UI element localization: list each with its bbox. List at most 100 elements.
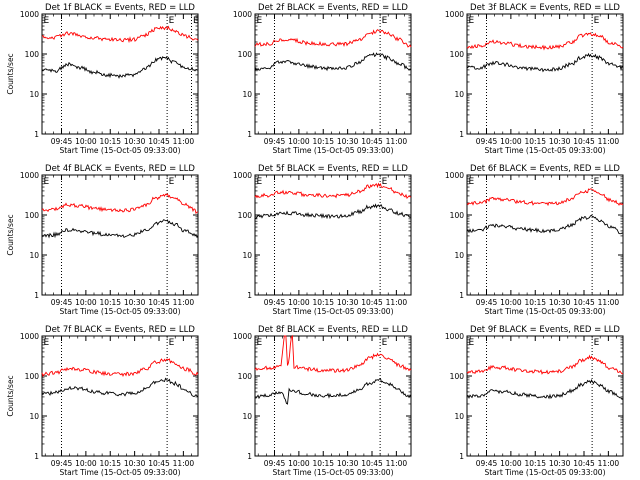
x-tick-label: 10:45 [361, 137, 383, 146]
x-tick-label: 10:00 [288, 459, 310, 468]
series-line-events [254, 203, 412, 220]
y-axis-label: Counts/sec [6, 214, 15, 255]
series-line-lld [254, 29, 412, 48]
plot-frame [41, 13, 199, 135]
x-tick-label: 09:45 [264, 298, 286, 307]
y-tick-label: 1000 [445, 10, 464, 19]
x-tick-label: 10:30 [124, 298, 146, 307]
y-tick-label: 1000 [233, 171, 252, 180]
y-tick-label: 1 [247, 291, 252, 300]
plot-frame [254, 174, 412, 296]
y-tick-label: 1000 [20, 171, 39, 180]
event-marker: E [44, 177, 50, 187]
y-tick-label: 1000 [233, 10, 252, 19]
x-tick-label: 10:15 [99, 298, 121, 307]
x-axis-label: Start Time (15-Oct-05 09:33:00) [272, 307, 393, 316]
x-tick-label: 10:15 [312, 137, 334, 146]
event-marker: E [594, 16, 600, 26]
series-line-lld [254, 334, 412, 374]
series-line-events [254, 378, 412, 405]
x-axis-label: Start Time (15-Oct-05 09:33:00) [484, 146, 605, 155]
x-tick-label: 10:15 [99, 459, 121, 468]
panel-det-2: Det 2f BLACK = Events, RED = LLD 1 10 100 10… [233, 3, 412, 155]
x-tick-label: 10:00 [500, 137, 522, 146]
x-tick-label: 10:45 [361, 298, 383, 307]
y-tick-label: 1 [459, 291, 464, 300]
x-tick-label: 09:45 [476, 459, 498, 468]
x-tick-label: 10:45 [573, 137, 595, 146]
x-tick-label: 10:30 [337, 137, 359, 146]
y-axis-label: Counts/sec [6, 375, 15, 416]
x-tick-label: 09:45 [476, 298, 498, 307]
event-marker: E [169, 16, 175, 26]
y-tick-label: 10 [454, 412, 464, 421]
event-marker: E [169, 177, 175, 187]
series-line-events [254, 52, 412, 72]
panel-det-8: Det 8f BLACK = Events, RED = LLD 1 10 100 10… [233, 325, 412, 477]
x-tick-label: 11:00 [173, 137, 195, 146]
y-tick-label: 1000 [20, 332, 39, 341]
y-tick-label: 100 [450, 50, 465, 59]
event-marker: E [382, 16, 388, 26]
x-tick-label: 11:00 [386, 298, 408, 307]
y-tick-label: 10 [454, 90, 464, 99]
x-tick-label: 11:00 [386, 459, 408, 468]
y-tick-label: 10 [29, 412, 39, 421]
y-axis-label: Counts/sec [6, 53, 15, 94]
event-marker: E [44, 16, 50, 26]
x-tick-label: 10:45 [573, 459, 595, 468]
plot-frame [254, 13, 412, 135]
x-tick-label: 09:45 [264, 137, 286, 146]
panel-det-9: Det 9f BLACK = Events, RED = LLD 1 10 100 10… [445, 325, 624, 477]
x-tick-label: 10:00 [75, 137, 97, 146]
event-marker: E [469, 16, 475, 26]
event-marker: E [257, 177, 263, 187]
event-marker: E [594, 177, 600, 187]
event-marker: E [469, 338, 475, 348]
x-axis-label: Start Time (15-Oct-05 09:33:00) [272, 468, 393, 477]
plot-frame [466, 13, 624, 135]
series-line-events [466, 379, 624, 401]
panel-det-5: Det 5f BLACK = Events, RED = LLD 1 10 100 10… [233, 164, 412, 316]
series-line-events [466, 214, 624, 235]
x-axis-label: Start Time (15-Oct-05 09:33:00) [59, 307, 180, 316]
x-tick-label: 09:45 [51, 137, 73, 146]
x-tick-label: 09:45 [264, 459, 286, 468]
x-tick-label: 10:15 [524, 298, 546, 307]
x-tick-label: 10:30 [124, 137, 146, 146]
y-tick-label: 1000 [20, 10, 39, 19]
event-marker: E [193, 16, 199, 26]
x-axis-label: Start Time (15-Oct-05 09:33:00) [484, 307, 605, 316]
series-line-events [41, 377, 199, 398]
panel-det-1: Det 1f BLACK = Events, RED = LLD 1 10 100 10… [6, 3, 199, 155]
x-tick-label: 10:30 [337, 298, 359, 307]
x-tick-label: 10:15 [99, 137, 121, 146]
x-tick-label: 10:00 [288, 137, 310, 146]
panel-title: Det 8f BLACK = Events, RED = LLD [258, 325, 408, 335]
x-tick-label: 10:15 [524, 137, 546, 146]
plot-frame [466, 335, 624, 457]
x-tick-label: 10:15 [312, 298, 334, 307]
series-line-lld [466, 32, 624, 51]
y-tick-label: 1 [459, 130, 464, 139]
y-tick-label: 100 [238, 211, 253, 220]
series-line-events [466, 52, 624, 73]
y-tick-label: 100 [450, 211, 465, 220]
x-tick-label: 09:45 [476, 137, 498, 146]
event-marker: E [382, 338, 388, 348]
y-tick-label: 10 [242, 90, 252, 99]
panel-title: Det 2f BLACK = Events, RED = LLD [258, 3, 408, 13]
x-tick-label: 11:00 [386, 137, 408, 146]
series-line-lld [41, 25, 199, 44]
y-tick-label: 1 [459, 452, 464, 461]
y-tick-label: 1 [34, 291, 39, 300]
x-tick-label: 10:30 [549, 137, 571, 146]
x-tick-label: 11:00 [598, 298, 620, 307]
panel-det-3: Det 3f BLACK = Events, RED = LLD 1 10 100 10… [445, 3, 624, 155]
x-tick-label: 09:45 [51, 459, 73, 468]
y-tick-label: 1000 [445, 332, 464, 341]
series-line-lld [41, 358, 199, 378]
y-tick-label: 10 [242, 251, 252, 260]
x-tick-label: 09:45 [51, 298, 73, 307]
x-axis-label: Start Time (15-Oct-05 09:33:00) [59, 468, 180, 477]
